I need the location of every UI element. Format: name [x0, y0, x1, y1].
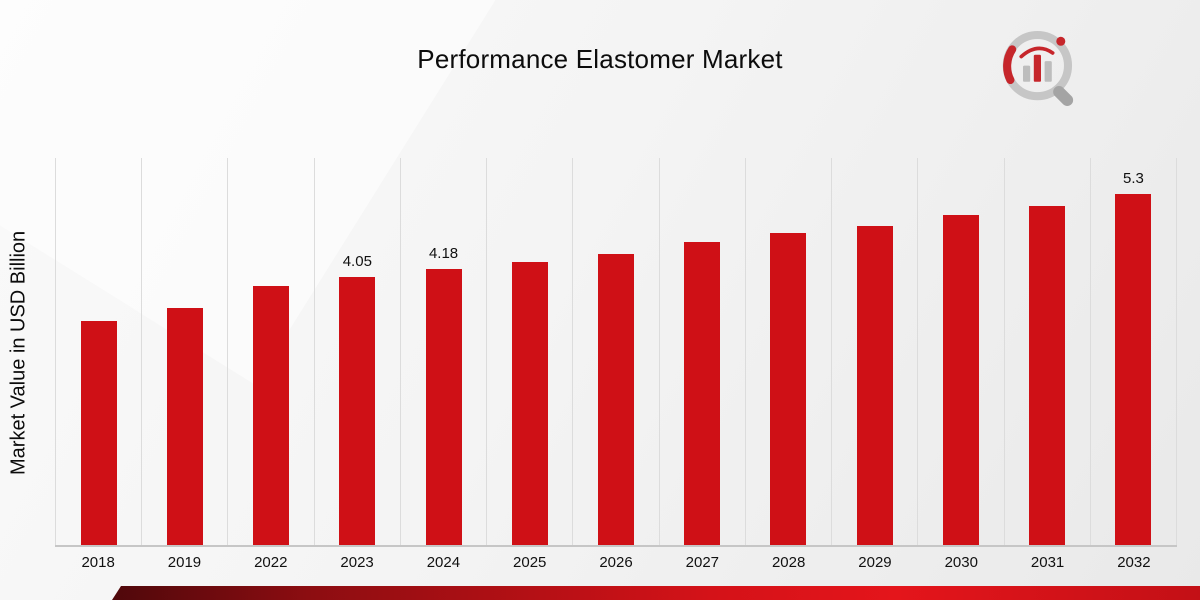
- x-tick-label: 2032: [1117, 554, 1151, 571]
- grid-cell: [55, 158, 141, 545]
- grid-cell: [227, 158, 313, 545]
- grid-cell: 5.3: [1089, 158, 1178, 545]
- grid-cell: [486, 158, 572, 545]
- bar-2026: [598, 253, 635, 545]
- x-tick-label: 2027: [685, 554, 720, 571]
- bar-2029: [856, 225, 893, 545]
- bar-2025: [511, 261, 548, 545]
- bar-2023: [339, 277, 376, 545]
- bar-2030: [942, 214, 979, 545]
- bar-2028: [770, 233, 807, 545]
- grid-cell: [141, 158, 227, 545]
- x-tick-label: 2024: [426, 554, 461, 571]
- x-axis-ticks: 2018 2019 2022 2023 2024 2025 2026 2027 2028 2029…: [55, 554, 1177, 571]
- x-tick-label: 2031: [1030, 554, 1065, 571]
- grid-cell: [744, 158, 831, 545]
- grid-cell: [572, 158, 658, 545]
- bottom-accent-bar: [112, 586, 1200, 600]
- plot-area: 4.05 4.18 5.3: [55, 158, 1178, 547]
- x-tick-label: 2029: [858, 554, 892, 571]
- bar-value-label: 4.18: [428, 244, 459, 262]
- x-tick-label: 2030: [944, 554, 978, 571]
- chart-title: Performance Elastomer Market: [417, 44, 783, 74]
- x-tick-label: 2023: [340, 554, 374, 571]
- x-tick-label: 2022: [254, 554, 288, 571]
- grid-cell: [917, 158, 1003, 545]
- bar-2022: [253, 285, 290, 545]
- grid-cell: [1003, 158, 1090, 545]
- x-tick-label: 2025: [513, 554, 547, 571]
- x-tick-label: 2018: [81, 554, 115, 571]
- grid-cell: [831, 158, 917, 545]
- x-tick-label: 2028: [771, 554, 806, 571]
- x-tick-label: 2026: [599, 554, 633, 571]
- grid-cell: [658, 158, 745, 545]
- bar-2031: [1029, 205, 1066, 545]
- grid-cell: 4.05: [313, 158, 400, 545]
- grid-cell: 4.18: [399, 158, 486, 545]
- bar-2027: [684, 242, 721, 545]
- bar-2024: [425, 268, 462, 545]
- x-tick-label: 2019: [167, 554, 202, 571]
- bar-value-label: 5.3: [1122, 170, 1144, 188]
- y-axis-label: Market Value in USD Billion: [7, 230, 30, 475]
- bar-2018: [80, 320, 117, 545]
- bar-value-label: 4.05: [342, 253, 372, 271]
- market-research-logo-icon: [1002, 30, 1074, 106]
- bar-2032: [1115, 194, 1152, 545]
- bar-2019: [166, 308, 203, 545]
